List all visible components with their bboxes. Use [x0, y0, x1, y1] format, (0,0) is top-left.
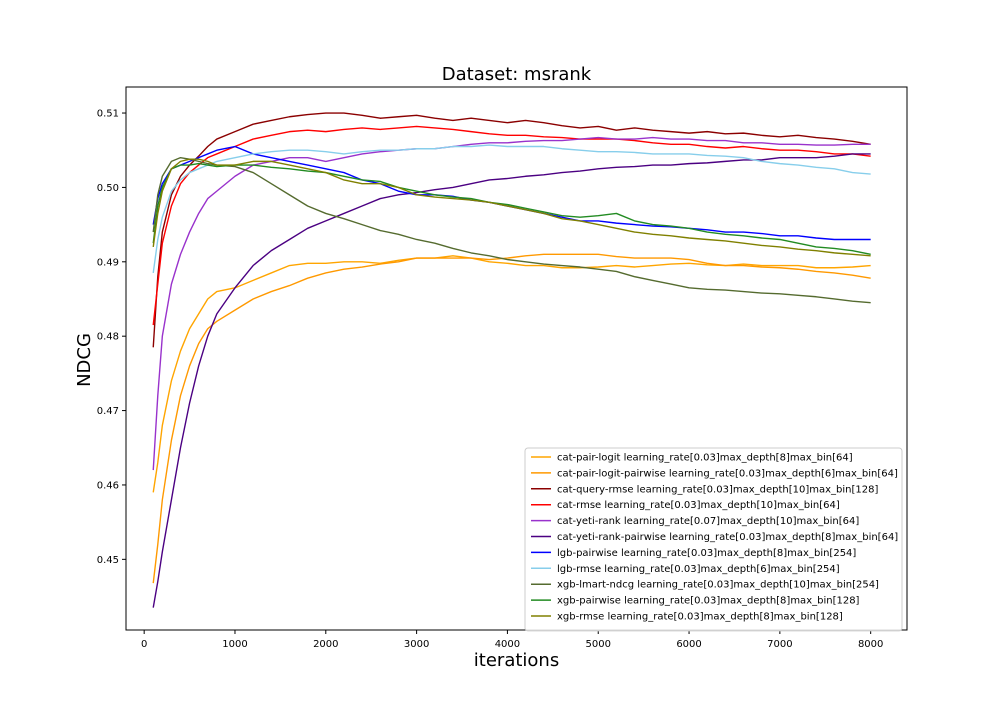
- legend-label-3: cat-query-rmse learning_rate[0.03]max_de…: [557, 484, 879, 495]
- legend-label-9: xgb-lmart-ndcg learning_rate[0.03]max_de…: [557, 580, 879, 591]
- legend-box: [524, 447, 903, 632]
- series-line-3: [152, 112, 871, 348]
- y-tick-label: 0.45: [97, 555, 119, 566]
- x-tick-label: 6000: [676, 639, 701, 650]
- x-tick-label: 7000: [767, 639, 792, 650]
- x-tick-label: 5000: [586, 639, 611, 650]
- x-tick-label: 3000: [404, 639, 429, 650]
- legend-label-10: xgb-pairwise learning_rate[0.03]max_dept…: [557, 596, 860, 607]
- chart-title: Dataset: msrank: [442, 64, 592, 85]
- legend-label-8: lgb-rmse learning_rate[0.03]max_depth[6]…: [557, 564, 840, 575]
- y-axis: 0.45 0.46 0.47 0.48 0.49 0.50 0.51: [97, 109, 126, 566]
- series-line-6: [152, 153, 871, 608]
- y-tick-label: 0.46: [97, 480, 119, 491]
- series-line-9: [152, 156, 871, 304]
- legend-label-5: cat-yeti-rank learning_rate[0.07]max_dep…: [557, 516, 859, 527]
- x-tick-label: 1000: [222, 639, 247, 650]
- x-tick-label: 8000: [858, 639, 883, 650]
- legend-label-11: xgb-rmse learning_rate[0.03]max_depth[8]…: [557, 612, 843, 623]
- legend-label-7: lgb-pairwise learning_rate[0.03]max_dept…: [557, 548, 856, 559]
- series-line-2: [152, 253, 871, 584]
- legend-label-6: cat-yeti-rank-pairwise learning_rate[0.0…: [557, 532, 898, 543]
- y-axis-label: NDCG: [74, 333, 95, 387]
- y-tick-label: 0.50: [97, 183, 119, 194]
- y-tick-label: 0.51: [97, 109, 119, 120]
- x-tick-label: 0: [141, 639, 147, 650]
- series-line-4: [152, 125, 871, 326]
- x-axis-label: iterations: [474, 650, 559, 671]
- y-tick-label: 0.48: [97, 332, 119, 343]
- x-tick-label: 2000: [313, 639, 338, 650]
- legend-label-1: cat-pair-logit learning_rate[0.03]max_de…: [557, 453, 853, 464]
- x-tick-label: 4000: [495, 639, 520, 650]
- series-line-10: [152, 162, 871, 256]
- series-line-5: [152, 136, 871, 471]
- series-line-11: [152, 158, 871, 257]
- y-tick-label: 0.49: [97, 257, 119, 268]
- legend-label-4: cat-rmse learning_rate[0.03]max_depth[10…: [557, 500, 840, 511]
- series-layer: [152, 112, 871, 608]
- y-tick-label: 0.47: [97, 406, 119, 417]
- legend-label-2: cat-pair-logit-pairwise learning_rate[0.…: [557, 468, 898, 479]
- x-axis: 0 1000 2000 3000 4000 5000 6000 7000 8000: [141, 630, 883, 650]
- legend: cat-pair-logit learning_rate[0.03]max_de…: [524, 447, 903, 632]
- plot-frame: [125, 86, 908, 631]
